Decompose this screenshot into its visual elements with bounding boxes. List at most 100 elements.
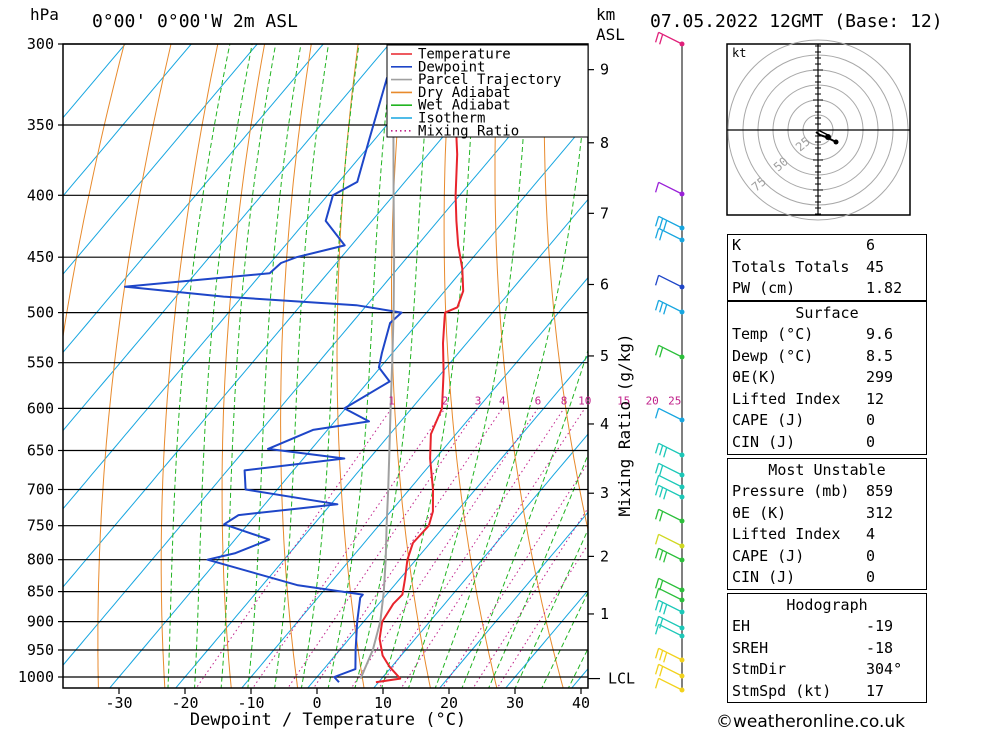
wet-adiabat-line <box>167 44 231 688</box>
pw-row: PW (cm) 1.82 <box>732 279 903 298</box>
km-tick-label: 4 <box>600 415 609 433</box>
wind-barb <box>654 615 685 631</box>
isotherm-line <box>109 120 588 688</box>
mixing-ratio-line <box>472 507 588 688</box>
km-tick-label: 8 <box>600 134 609 152</box>
km-tick-label: 5 <box>600 347 609 365</box>
wind-barb <box>654 299 685 315</box>
dry-adiabat-line <box>221 44 266 688</box>
mixing-ratio-line <box>313 408 503 688</box>
stmdir-row: StmDir 304° <box>732 660 903 679</box>
mixing-ratio-label: 15 <box>617 394 630 407</box>
wet-adiabat-line <box>407 44 531 688</box>
dry-adiabat-line <box>97 44 172 688</box>
pressure-tick-label: 500 <box>27 304 54 322</box>
isotherm-line <box>63 44 588 666</box>
isotherm-line <box>373 433 588 688</box>
mixing-ratio-label: 6 <box>535 394 542 407</box>
x-tick-label: 40 <box>572 694 590 712</box>
mixing-ratio-label: 4 <box>499 394 506 407</box>
wet-adiabat-line <box>247 44 302 688</box>
plot-frame <box>62 43 589 689</box>
wet-adiabat-line <box>541 591 588 688</box>
pressure-tick-label: 900 <box>27 613 54 631</box>
surface-cape-row: CAPE (J) 0 <box>732 411 876 430</box>
pressure-tick-label: 700 <box>27 481 54 499</box>
mixing-ratio-label: 10 <box>578 394 591 407</box>
eh-row: EH -19 <box>732 617 894 635</box>
x-tick-label: -20 <box>171 694 198 712</box>
wet-adiabat-line <box>461 348 588 688</box>
legend-entry: Temperature <box>418 47 511 63</box>
surface-cin-row: CIN (J) 0 <box>732 432 876 451</box>
wind-barb <box>654 663 685 679</box>
wet-adiabat-line <box>327 44 394 688</box>
sreh-row: SREH -18 <box>732 638 894 657</box>
wind-barb <box>654 623 685 639</box>
dry-adiabat-line <box>63 44 125 340</box>
isotherm-line <box>505 589 588 688</box>
dry-adiabat-line <box>160 44 219 688</box>
wet-adiabat-line <box>194 44 253 688</box>
hodograph-stats-panel: Hodograph EH -19 SREH -18 StmDir 304° StmSp… <box>727 593 927 704</box>
pressure-tick-label: 850 <box>27 583 54 601</box>
wet-adiabat-line <box>274 44 330 688</box>
copyright-footer[interactable]: ©weatheronline.co.uk <box>716 712 906 732</box>
x-tick-label: -10 <box>237 694 264 712</box>
wind-barb <box>654 462 685 478</box>
x-tick-label: 0 <box>312 694 321 712</box>
x-axis-label: Dewpoint / Temperature (°C) <box>190 710 466 730</box>
totals-totals-row: Totals Totals 45 <box>732 257 885 276</box>
wet-adiabat-line <box>381 44 478 688</box>
mixing-ratio-label: 8 <box>561 394 568 407</box>
wet-adiabat-line <box>300 44 360 688</box>
x-tick-label: 10 <box>374 694 392 712</box>
isotherm-line <box>63 44 456 510</box>
mixing-ratio-label: 3 <box>475 394 482 407</box>
mixing-ratio-line <box>442 462 588 688</box>
km-tick-label: 3 <box>600 484 609 502</box>
wind-barb <box>654 547 685 563</box>
wind-barb <box>654 181 685 197</box>
x-tick-label: 20 <box>440 694 458 712</box>
legend-entry: Mixing Ratio <box>418 123 519 139</box>
mu-title: Most Unstable <box>768 461 886 479</box>
wet-adiabat-line <box>354 44 433 688</box>
km-label: km <box>596 5 616 24</box>
wind-barb <box>654 577 685 593</box>
pressure-tick-label: 950 <box>27 641 54 659</box>
x-tick-label: -30 <box>105 694 132 712</box>
isotherm-line <box>63 44 522 588</box>
legend-entry: Wet Adiabat <box>418 98 511 114</box>
isotherm-line <box>63 44 390 432</box>
dry-adiabat-line <box>543 44 588 533</box>
legend-entry: Dewpoint <box>418 59 485 75</box>
mixing-ratio-line <box>378 408 565 688</box>
pressure-tick-label: 1000 <box>18 668 54 686</box>
mixing-ratio-label: 2 <box>442 394 449 407</box>
dry-adiabat-line <box>443 44 498 688</box>
pressure-tick-label: 750 <box>27 517 54 535</box>
wet-adiabat-line <box>514 528 588 688</box>
dewpoint-line <box>124 44 407 683</box>
legend-entry: Isotherm <box>418 111 485 127</box>
lcl-label: LCL <box>608 670 635 688</box>
wind-barb <box>654 442 685 458</box>
wind-barb <box>654 647 685 663</box>
pressure-tick-label: 650 <box>27 442 54 460</box>
surface-dewp-row: Dewp (°C) 8.5 <box>732 346 894 365</box>
surface-theta-row: θE(K) 299 <box>732 368 894 387</box>
pressure-tick-label: 400 <box>27 186 54 204</box>
mixing-ratio-line <box>400 408 586 688</box>
wind-barb <box>654 474 685 490</box>
pressure-tick-label: 300 <box>27 35 54 53</box>
dry-adiabat-line <box>280 44 312 688</box>
wind-barb <box>654 508 685 524</box>
mu-li-row: Lifted Index 4 <box>732 525 876 544</box>
location-title: 0°00' 0°00'W 2m ASL <box>92 11 298 32</box>
mu-cape-row: CAPE (J) 0 <box>732 546 876 565</box>
